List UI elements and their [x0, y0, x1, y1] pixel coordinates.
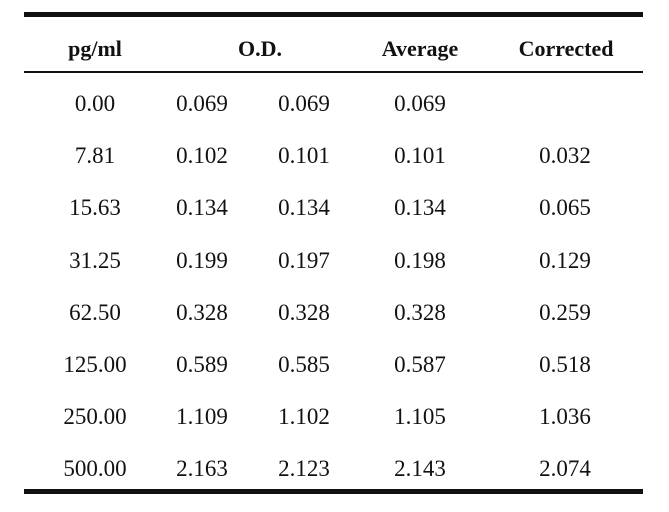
cell-average: 0.069: [394, 91, 446, 116]
cell-od-1: 0.589: [176, 351, 228, 377]
cell-corrected: [523, 84, 607, 124]
cell-od-2: 0.328: [278, 299, 330, 325]
table-row: 250.00 1.109 1.102 1.105 1.036: [0, 397, 669, 449]
table-row: 62.50 0.328 0.328 0.328 0.259: [0, 293, 669, 345]
cell-od-2: 1.102: [278, 404, 330, 430]
table-bottom-rule: [24, 489, 643, 494]
cell-od-2: 0.585: [278, 351, 330, 377]
table-header-rule: [24, 71, 643, 73]
header-od: O.D.: [238, 36, 282, 61]
table-body: 0.00 0.069 0.069 0.069 7.81 0.102 0.101 …: [0, 84, 669, 502]
cell-od-2: 0.134: [278, 195, 330, 221]
cell-average: 0.198: [394, 247, 446, 273]
cell-average: 0.587: [394, 351, 446, 377]
cell-od-1: 0.199: [176, 247, 228, 273]
cell-pgml: 31.25: [69, 247, 121, 273]
cell-od-2: 2.123: [278, 456, 330, 482]
table-row: 7.81 0.102 0.101 0.101 0.032: [0, 136, 669, 188]
cell-pgml: 7.81: [74, 143, 116, 169]
cell-pgml: 250.00: [63, 404, 127, 430]
cell-od-2: 0.101: [278, 143, 330, 169]
cell-corrected: 0.065: [539, 195, 591, 221]
table-header-row: pg/ml O.D. Average Corrected: [0, 31, 669, 67]
cell-average: 2.143: [394, 456, 446, 482]
cell-od-1: 0.069: [176, 91, 228, 116]
table-row: 0.00 0.069 0.069 0.069: [0, 84, 669, 136]
cell-pgml: 0.00: [74, 91, 116, 116]
header-pgml: pg/ml: [68, 36, 122, 61]
cell-average: 0.328: [394, 299, 446, 325]
header-average: Average: [381, 36, 459, 61]
cell-pgml: 62.50: [69, 299, 121, 325]
cell-od-1: 1.109: [176, 404, 228, 430]
cell-od-1: 0.328: [176, 299, 228, 325]
cell-corrected: 0.518: [539, 351, 591, 377]
cell-pgml: 500.00: [63, 456, 127, 482]
cell-corrected: 0.259: [539, 299, 591, 325]
cell-od-2: 0.197: [278, 247, 330, 273]
cell-pgml: 125.00: [63, 351, 127, 377]
cell-average: 0.134: [394, 195, 446, 221]
cell-average: 0.101: [394, 143, 446, 169]
cell-od-1: 0.102: [176, 143, 228, 169]
table-row: 31.25 0.199 0.197 0.198 0.129: [0, 241, 669, 293]
table-row: 125.00 0.589 0.585 0.587 0.518: [0, 345, 669, 397]
cell-corrected: 1.036: [539, 404, 591, 430]
cell-od-1: 2.163: [176, 456, 228, 482]
cell-corrected: 2.074: [539, 456, 591, 482]
cell-corrected: 0.032: [539, 143, 591, 169]
table-row: 15.63 0.134 0.134 0.134 0.065: [0, 188, 669, 240]
cell-corrected: 0.129: [539, 247, 591, 273]
cell-od-1: 0.134: [176, 195, 228, 221]
table-top-rule: [24, 12, 643, 17]
header-corrected: Corrected: [518, 36, 614, 61]
cell-average: 1.105: [394, 404, 446, 430]
table-row: 500.00 2.163 2.123 2.143 2.074: [0, 449, 669, 501]
cell-od-2: 0.069: [278, 91, 330, 116]
cell-pgml: 15.63: [69, 195, 121, 221]
